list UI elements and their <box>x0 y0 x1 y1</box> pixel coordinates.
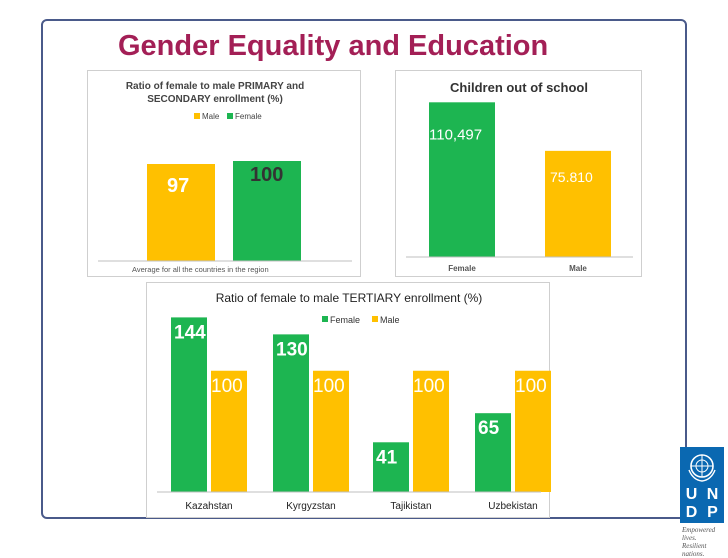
data-label-tajikistan-female: 41 <box>376 447 398 468</box>
data-label-female: 100 <box>250 164 283 186</box>
x-tick-label-tajikistan: Tajikistan <box>390 501 431 512</box>
x-tick-label-kazahstan: Kazahstan <box>185 501 232 512</box>
chart-title: Ratio of female to male TERTIARY enrollm… <box>216 291 483 305</box>
bar-kyrgyzstan-female <box>273 334 309 492</box>
legend-label-male: Male <box>380 315 400 325</box>
chart-title: Children out of school <box>450 80 588 95</box>
legend-label-male: Male <box>202 112 220 121</box>
bar-male <box>545 150 611 257</box>
logo-letter-u: U <box>685 486 698 503</box>
bar-male <box>147 164 215 261</box>
bar-female <box>233 161 301 261</box>
data-label-kyrgyzstan-male: 100 <box>313 376 345 397</box>
primary-secondary-chart: Ratio of female to male PRIMARY and SECON… <box>98 81 352 274</box>
tagline-line-2: Resilient nations. <box>682 542 707 558</box>
tertiary-chart-panel: Ratio of female to male TERTIARY enrollm… <box>146 282 551 518</box>
x-tick-label-kyrgyzstan: Kyrgyzstan <box>286 501 335 512</box>
x-tick-label-male: Male <box>569 264 587 273</box>
children-out-of-school-chart: Children out of school 110,497 Female 75.81… <box>406 80 633 273</box>
un-emblem-icon <box>688 454 716 482</box>
legend-label-female: Female <box>330 315 360 325</box>
tagline-line-1: Empowered lives. <box>682 526 716 542</box>
data-label-kazahstan-female: 144 <box>174 322 206 343</box>
x-tick-label: Average for all the countries in the reg… <box>132 265 269 274</box>
bar-kazahstan-female <box>171 317 207 492</box>
slide-frame <box>41 19 687 519</box>
data-label-female: 110,497 <box>429 126 482 143</box>
bar-uzbekistan-female <box>475 413 511 492</box>
undp-logo: U N D P <box>680 447 724 523</box>
legend-swatch-male <box>372 316 378 322</box>
data-label-uzbekistan-male: 100 <box>515 376 547 397</box>
data-label-male: 97 <box>167 175 189 197</box>
legend-swatch-female <box>227 113 233 119</box>
logo-letter-n: N <box>706 486 719 503</box>
x-tick-label-female: Female <box>448 264 476 273</box>
x-tick-label-uzbekistan: Uzbekistan <box>488 501 537 512</box>
data-label-tajikistan-male: 100 <box>413 376 445 397</box>
chart-title-line-2: SECONDARY enrollment (%) <box>147 94 283 105</box>
primary-secondary-chart-panel: Ratio of female to male PRIMARY and SECON… <box>87 70 361 277</box>
children-out-of-school-chart-panel: Children out of school 110,497 Female 75.81… <box>395 70 642 277</box>
bar-kazahstan-male <box>211 370 247 492</box>
logo-letter-d: D <box>685 504 698 521</box>
tertiary-chart: Ratio of female to male TERTIARY enrollm… <box>157 291 551 512</box>
bar-uzbekistan-male <box>515 370 551 492</box>
slide-title: Gender Equality and Education <box>118 30 549 62</box>
legend-swatch-male <box>194 113 200 119</box>
data-label-male: 75.810 <box>550 169 593 185</box>
bar-tajikistan-male <box>413 370 449 492</box>
data-label-uzbekistan-female: 65 <box>478 418 500 439</box>
bar-female <box>429 102 495 257</box>
data-label-kazahstan-male: 100 <box>211 376 243 397</box>
legend-swatch-female <box>322 316 328 322</box>
bar-kyrgyzstan-male <box>313 370 349 492</box>
undp-tagline: Empowered lives. Resilient nations. <box>682 526 728 558</box>
chart-title-line-1: Ratio of female to male PRIMARY and <box>126 81 304 92</box>
data-label-kyrgyzstan-female: 130 <box>276 339 308 360</box>
legend-label-female: Female <box>235 112 262 121</box>
logo-letter-p: P <box>707 504 718 521</box>
bar-tajikistan-female <box>373 442 409 492</box>
